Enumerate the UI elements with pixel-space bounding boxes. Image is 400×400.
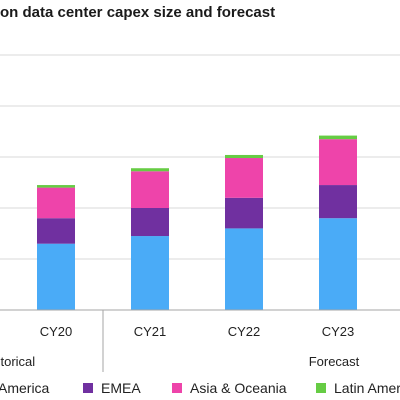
bar-cy20-asia-oceania xyxy=(37,187,75,219)
x-tick-label-cy20: CY20 xyxy=(40,324,73,339)
bar-cy20-latin-ameri xyxy=(37,185,75,188)
legend-item-emea: EMEA xyxy=(83,380,141,396)
legend-label-latin-america: Latin Ameri xyxy=(334,380,400,396)
legend-item-latin-america: Latin Ameri xyxy=(316,380,400,396)
bar-cy20-emea xyxy=(37,218,75,244)
legend-swatch-latin-america xyxy=(316,383,326,393)
bar-cy23-asia-oceania xyxy=(319,139,357,186)
legend-swatch-emea xyxy=(83,383,93,393)
x-tick-label-cy21: CY21 xyxy=(134,324,167,339)
legend-label-america: America xyxy=(0,380,50,396)
bar-cy22-emea xyxy=(225,197,263,229)
x-tick-label-cy22: CY22 xyxy=(228,324,261,339)
group-label-forecast: Forecast xyxy=(309,354,360,369)
x-tick-label-cy23: CY23 xyxy=(322,324,355,339)
bar-cy22-latin-ameri xyxy=(225,154,263,159)
group-label-historical: storical xyxy=(0,354,35,369)
chart-title: on data center capex size and forecast xyxy=(0,4,276,21)
bar-cy23-latin-ameri xyxy=(319,135,357,140)
legend-item-asia-oceania: Asia & Oceania xyxy=(172,380,287,396)
legend-label-emea: EMEA xyxy=(101,380,141,396)
legend-item-america: America xyxy=(0,380,49,396)
bar-cy21-asia-oceania xyxy=(131,171,169,208)
bar-cy21-america xyxy=(131,236,169,310)
bar-cy22-america xyxy=(225,228,263,310)
bar-cy20-america xyxy=(37,243,75,310)
bar-cy23-america xyxy=(319,218,357,310)
legend-swatch-asia-oceania xyxy=(172,383,182,393)
bar-cy23-emea xyxy=(319,185,357,219)
bar-cy21-latin-ameri xyxy=(131,168,169,172)
legend-label-asia-oceania: Asia & Oceania xyxy=(190,380,287,396)
bar-cy21-emea xyxy=(131,208,169,237)
bar-cy22-asia-oceania xyxy=(225,158,263,198)
stacked-bar-chart: CY20 CY21 CY22 CY23 storical Forecast xyxy=(0,54,400,372)
